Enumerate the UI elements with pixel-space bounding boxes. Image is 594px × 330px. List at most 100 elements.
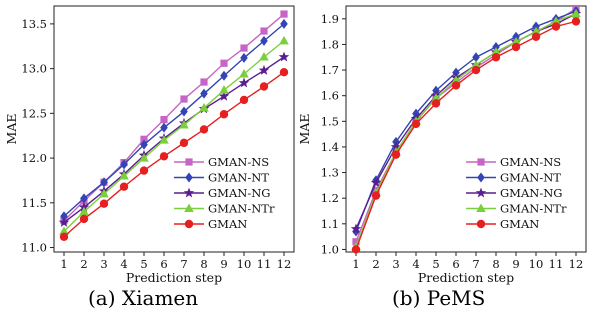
x-tick-label: 5 xyxy=(432,257,439,271)
data-point xyxy=(99,199,109,208)
data-point xyxy=(472,52,480,63)
series-line xyxy=(63,23,285,217)
data-point xyxy=(370,177,382,188)
y-tick-label: 1.2 xyxy=(321,191,339,205)
data-point xyxy=(120,159,128,170)
data-point xyxy=(551,22,561,31)
series-line xyxy=(63,56,285,224)
data-point xyxy=(411,119,421,129)
data-point xyxy=(259,82,269,91)
y-tick-label: 1.6 xyxy=(321,89,339,103)
y-tick-label: 11.0 xyxy=(21,241,47,255)
x-tick-label: 8 xyxy=(200,257,207,271)
x-tick-label: 6 xyxy=(160,257,167,271)
data-point xyxy=(219,85,229,94)
legend-label: GMAN-NG xyxy=(208,186,270,200)
data-point xyxy=(491,53,501,62)
x-tick-label: 9 xyxy=(512,257,519,271)
x-tick-label: 5 xyxy=(140,257,147,271)
series-line xyxy=(355,10,577,232)
x-axis-label: Prediction step xyxy=(126,270,222,285)
data-point xyxy=(119,182,129,191)
data-point xyxy=(240,44,248,52)
data-point xyxy=(278,51,290,62)
x-tick-label: 4 xyxy=(120,257,127,271)
x-tick-label: 12 xyxy=(569,257,584,271)
data-point xyxy=(279,35,289,45)
x-tick-label: 3 xyxy=(392,257,399,271)
series-line xyxy=(355,13,577,248)
y-tick-label: 1.4 xyxy=(321,140,339,154)
x-tick-label: 9 xyxy=(220,257,227,271)
data-point xyxy=(119,170,129,180)
data-point xyxy=(471,59,481,69)
x-tick-label: 3 xyxy=(100,257,107,271)
x-tick-label: 2 xyxy=(80,257,87,271)
y-tick-label: 12.0 xyxy=(21,151,47,165)
data-point xyxy=(511,42,521,52)
legend-marker xyxy=(185,158,193,166)
data-point xyxy=(351,245,361,254)
chart-panel-1: 1 2 3 4 5 6 7 8 9 10 11 121.01.11.21.31.41.51.61.71… xyxy=(297,4,587,285)
data-point xyxy=(471,65,481,75)
data-point xyxy=(371,191,381,200)
data-point xyxy=(431,93,441,102)
x-tick-label: 11 xyxy=(257,257,272,271)
data-point xyxy=(60,211,68,222)
legend-marker xyxy=(185,172,193,183)
legend-marker xyxy=(476,203,486,212)
data-point xyxy=(259,51,269,61)
data-point xyxy=(451,81,461,90)
data-point xyxy=(391,150,401,159)
legend-label: GMAN xyxy=(500,217,539,231)
data-point xyxy=(220,70,228,81)
data-point xyxy=(238,77,250,88)
data-point xyxy=(100,177,108,188)
caption-pems: (b) PeMS xyxy=(392,286,486,310)
y-tick-label: 13.0 xyxy=(21,62,47,76)
data-point xyxy=(139,166,149,175)
data-point xyxy=(200,88,208,99)
data-point xyxy=(140,135,148,143)
data-point xyxy=(260,35,268,46)
data-point xyxy=(179,138,189,148)
data-point xyxy=(239,68,249,78)
legend-marker xyxy=(475,187,487,198)
data-point xyxy=(180,106,188,117)
x-tick-label: 7 xyxy=(472,257,479,271)
legend-marker xyxy=(183,187,195,198)
data-point xyxy=(59,232,69,241)
data-point xyxy=(531,26,541,36)
data-point xyxy=(99,188,109,198)
x-tick-label: 10 xyxy=(237,257,252,271)
x-tick-label: 4 xyxy=(412,257,419,271)
x-tick-label: 7 xyxy=(180,257,187,271)
data-point xyxy=(350,223,362,234)
data-point xyxy=(239,95,249,105)
x-tick-label: 1 xyxy=(352,257,359,271)
data-point xyxy=(179,119,189,129)
data-point xyxy=(280,18,288,29)
series-gman xyxy=(59,67,289,241)
series-gman xyxy=(351,17,581,254)
data-point xyxy=(79,206,89,216)
x-tick-label: 8 xyxy=(492,257,499,271)
y-tick-label: 1.7 xyxy=(321,63,339,77)
data-point xyxy=(199,125,209,134)
chart-panel-0: 1 2 3 4 5 6 7 8 9 10 11 1211.011.512.012.513.013.5P… xyxy=(4,5,295,285)
data-point xyxy=(390,141,402,152)
data-point xyxy=(160,122,168,133)
x-tick-label: 10 xyxy=(529,257,544,271)
legend-label: GMAN-NT xyxy=(500,171,561,185)
x-axis-label: Prediction step xyxy=(418,270,514,285)
legend-label: GMAN-NTr xyxy=(208,202,275,216)
data-point xyxy=(258,64,270,75)
data-point xyxy=(218,90,230,101)
legend-marker xyxy=(184,203,194,212)
x-tick-label: 11 xyxy=(549,257,564,271)
legend-marker xyxy=(477,158,485,166)
y-tick-label: 1.5 xyxy=(321,114,339,128)
